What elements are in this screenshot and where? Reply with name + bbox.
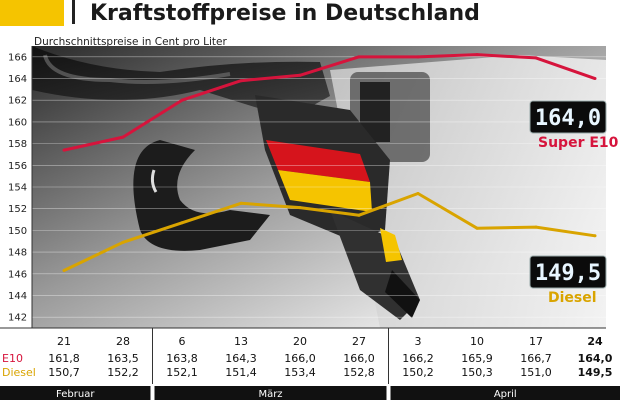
x-tick-label: 3 (415, 335, 422, 348)
month-band (390, 386, 620, 400)
y-tick-label: 152 (8, 204, 27, 215)
data-label: 165,9 (461, 352, 493, 365)
data-label: 164,0 (578, 352, 613, 365)
data-label: 153,4 (284, 366, 316, 379)
data-label: 150,2 (402, 366, 434, 379)
series-point (298, 206, 302, 210)
row-label: E10 (2, 352, 23, 365)
data-label: 161,8 (48, 352, 80, 365)
y-tick-label: 150 (8, 226, 27, 237)
series-point (357, 213, 361, 217)
y-tick-label: 146 (8, 269, 27, 280)
chart-subtitle: Durchschnittspreise in Cent pro Liter (34, 36, 227, 48)
header-accent-bar (0, 0, 64, 26)
series-line-1 (63, 192, 596, 272)
y-tick-label: 154 (8, 183, 27, 194)
series-point (62, 148, 66, 152)
x-tick-label: 10 (470, 335, 484, 348)
x-tick-label: 6 (179, 335, 186, 348)
series-point (416, 192, 420, 196)
data-label: 152,2 (107, 366, 139, 379)
chart-series (62, 53, 597, 273)
y-tick-label: 156 (8, 161, 27, 172)
data-label: 152,1 (166, 366, 198, 379)
series-point (416, 55, 420, 59)
series-point (180, 221, 184, 225)
data-label: 151,4 (225, 366, 257, 379)
data-label: 163,8 (166, 352, 198, 365)
y-tick-label: 142 (8, 313, 27, 324)
row-label: Diesel (2, 366, 36, 379)
x-tick-label: 20 (293, 335, 307, 348)
series-line-0 (63, 53, 596, 152)
series-point (121, 240, 125, 244)
month-label: April (494, 389, 517, 400)
chart-gridlines (32, 56, 606, 318)
month-band (0, 386, 151, 400)
month-bar: Februar März April (0, 386, 620, 400)
legend-series-name: Diesel (548, 290, 597, 306)
month-band (154, 386, 387, 400)
price-display-box (529, 255, 607, 289)
data-label: 152,8 (343, 366, 375, 379)
x-tick-label: 24 (587, 335, 603, 348)
series-point (180, 98, 184, 102)
y-tick-label: 164 (8, 74, 27, 85)
x-axis: 21 28 6 13 20 27 3 10 17 24 (0, 327, 606, 384)
x-tick-label: 13 (234, 335, 248, 348)
data-label: 151,0 (520, 366, 552, 379)
y-tick-label: 166 (8, 52, 27, 63)
data-label: 150,7 (48, 366, 80, 379)
price-displays: 164,0 Super E10 149,5 Diesel (529, 100, 619, 306)
value-table: E10 161,8 163,5 163,8 164,3 166,0 166,0 166,2 16… (2, 352, 613, 379)
data-label: 166,7 (520, 352, 552, 365)
series-point (357, 55, 361, 59)
header-divider (72, 0, 75, 24)
series-point (593, 77, 597, 81)
y-tick-label: 148 (8, 248, 27, 259)
data-label: 149,5 (578, 366, 613, 379)
month-label: März (258, 389, 282, 400)
y-axis: 142 144 146 148 150 152 154 156 158 160 162 164 166 (8, 46, 33, 328)
price-display-box (529, 100, 607, 134)
y-tick-label: 162 (8, 96, 27, 107)
data-label: 163,5 (107, 352, 139, 365)
x-tick-label: 27 (352, 335, 366, 348)
x-tick-label: 17 (529, 335, 543, 348)
month-label: Februar (56, 389, 95, 400)
series-point (475, 53, 479, 57)
chart-title: Kraftstoffpreise in Deutschland (90, 1, 480, 26)
series-point (298, 73, 302, 77)
data-label: 166,0 (343, 352, 375, 365)
price-display-value: 164,0 (535, 106, 601, 131)
data-label: 166,2 (402, 352, 434, 365)
series-point (121, 135, 125, 139)
y-tick-label: 144 (8, 291, 27, 302)
data-label: 164,3 (225, 352, 257, 365)
data-label: 166,0 (284, 352, 316, 365)
legend-series-name: Super E10 (538, 135, 619, 151)
series-point (534, 56, 538, 60)
y-tick-label: 158 (8, 139, 27, 150)
series-point (534, 225, 538, 229)
series-point (239, 79, 243, 83)
x-tick-label: 21 (57, 335, 71, 348)
series-point (593, 234, 597, 238)
series-point (62, 269, 66, 273)
series-point (475, 226, 479, 230)
x-tick-label: 28 (116, 335, 130, 348)
y-tick-label: 160 (8, 117, 27, 128)
price-display-value: 149,5 (535, 261, 601, 286)
data-label: 150,3 (461, 366, 493, 379)
series-point (239, 201, 243, 205)
